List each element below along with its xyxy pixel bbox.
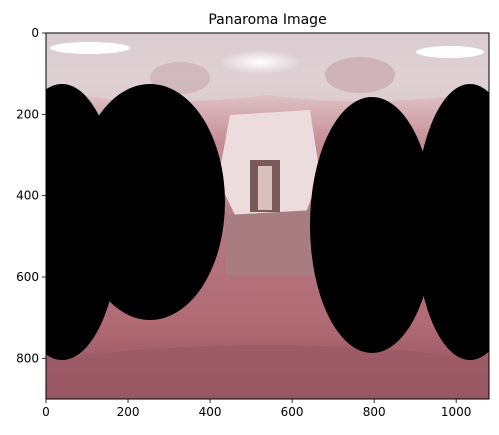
y-tick-label: 600 [16,270,39,284]
x-tick-label: 800 [363,405,386,419]
x-tick-label: 600 [281,405,304,419]
occlusion-left-edge [46,84,120,360]
axes-frame [45,32,490,400]
ceiling-light-left [50,42,130,54]
x-tick-label: 200 [117,405,140,419]
ceiling-fixture-left [150,62,210,94]
panorama-image [46,33,489,399]
y-tick-label: 400 [16,189,39,203]
ceiling-light-center [218,50,302,74]
x-tick-label: 400 [199,405,222,419]
y-tick-label: 0 [31,26,39,40]
x-axis: 0 200 400 600 800 1000 [42,399,471,419]
floor-lower [46,345,489,399]
chart-title: Panaroma Image [208,12,326,28]
occlusion-right-edge [415,84,489,360]
y-tick-label: 800 [16,351,39,365]
floor-region [225,210,325,275]
y-axis: 0 200 400 600 800 [16,26,46,365]
corridor-door-light [258,166,272,210]
y-tick-label: 200 [16,107,39,121]
ceiling-fixture-right [325,57,395,93]
ceiling-light-right [416,46,484,58]
x-tick-label: 0 [42,405,50,419]
x-tick-label: 1000 [441,405,472,419]
occlusion-right [310,97,434,353]
